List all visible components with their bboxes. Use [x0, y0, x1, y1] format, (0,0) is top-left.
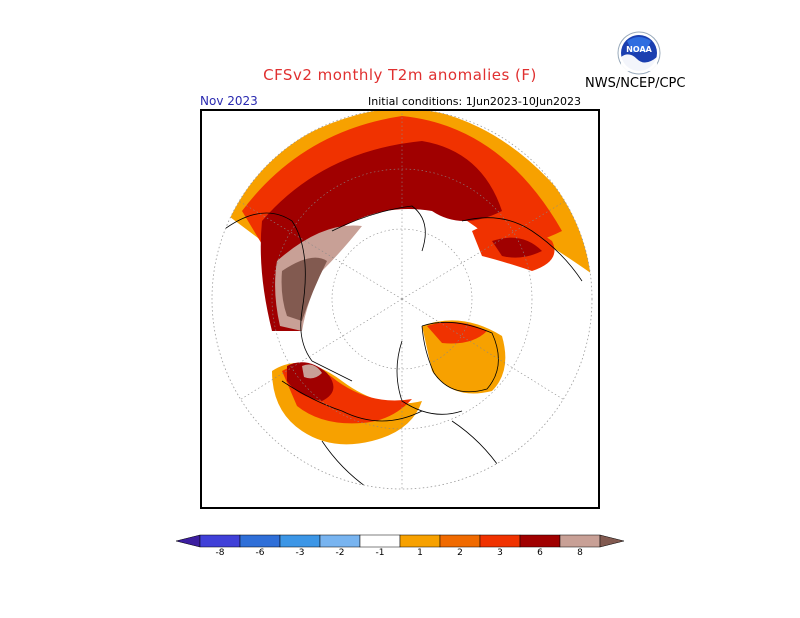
colorbar-tick-label: -3 — [295, 548, 305, 558]
colorbar-bin — [319, 534, 361, 548]
colorbar-tick-label: 3 — [497, 548, 503, 558]
colorbar-bin — [359, 534, 401, 548]
colorbar — [0, 533, 800, 553]
map-frame — [200, 109, 600, 509]
colorbar-arrow-low — [175, 534, 201, 548]
colorbar-bin — [519, 534, 561, 548]
colorbar-bin — [199, 534, 241, 548]
colorbar-bin — [439, 534, 481, 548]
noaa-logo-text: NOAA — [626, 45, 652, 54]
colorbar-bin — [479, 534, 521, 548]
colorbar-tick-label: -8 — [215, 548, 225, 558]
colorbar-tick-label: 8 — [577, 548, 583, 558]
anomaly-region-darkred — [260, 141, 502, 331]
colorbar-tick-label: 2 — [457, 548, 463, 558]
colorbar-tick-label: 6 — [537, 548, 543, 558]
colorbar-bin — [279, 534, 321, 548]
colorbar-svg — [175, 534, 625, 548]
map-title: CFSv2 monthly T2m anomalies (F) — [263, 66, 537, 84]
anomaly-region-brown — [281, 257, 327, 321]
colorbar-bin — [559, 534, 601, 548]
noaa-logo: NOAA — [617, 31, 661, 79]
colorbar-tick-label: -1 — [375, 548, 385, 558]
graticule — [221, 111, 583, 489]
colorbar-tick-label: -2 — [335, 548, 345, 558]
colorbar-bin — [239, 534, 281, 548]
colorbar-tick-label: -6 — [255, 548, 265, 558]
colorbar-tick-label: 1 — [417, 548, 423, 558]
polar-map — [211, 111, 593, 490]
colorbar-bin — [399, 534, 441, 548]
initial-conditions: Initial conditions: 1Jun2023-10Jun2023 — [368, 95, 582, 108]
forecast-month: Nov 2023 — [200, 94, 258, 108]
colorbar-arrow-high — [599, 534, 625, 548]
agency-label: NWS/NCEP/CPC — [585, 76, 686, 91]
